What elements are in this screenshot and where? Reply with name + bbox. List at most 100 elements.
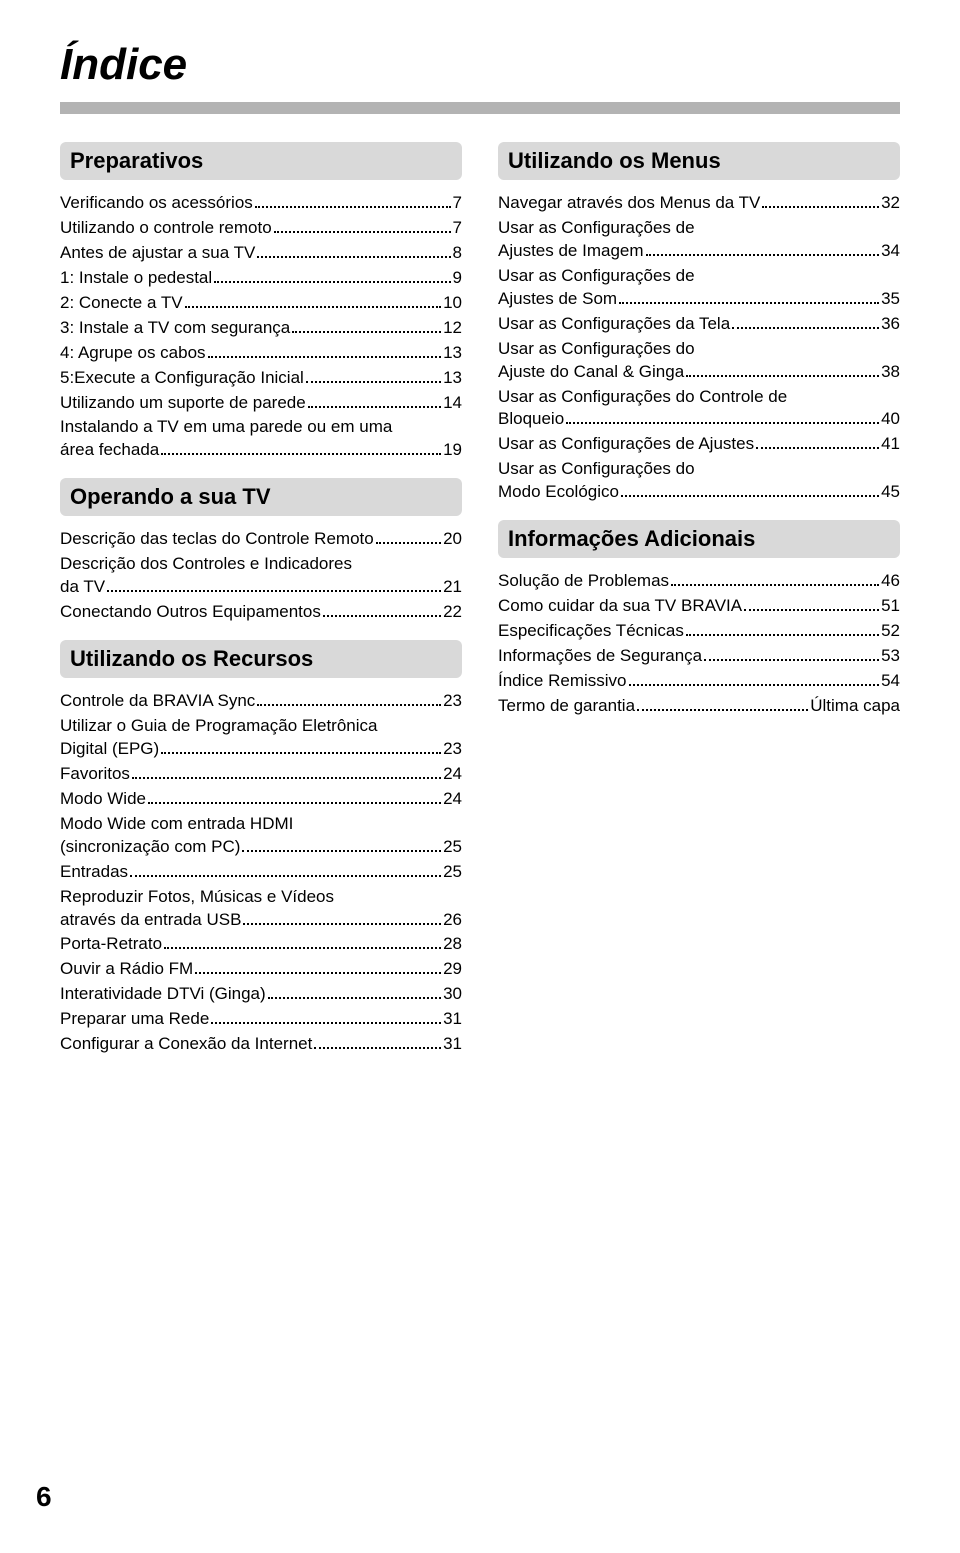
toc-entry: Configurar a Conexão da Internet31 [60,1033,462,1056]
toc-entry-page: 45 [881,481,900,504]
toc-entry: Usar as Configurações doModo Ecológico45 [498,458,900,504]
toc-entry-label: Conectando Outros Equipamentos [60,601,321,624]
toc-entry: Usar as Configurações deAjustes de Som35 [498,265,900,311]
toc-entry-page: 8 [453,242,462,265]
toc-entry-label: Como cuidar da sua TV BRAVIA [498,595,742,618]
toc-entry-label: Configurar a Conexão da Internet [60,1033,312,1056]
toc-entry-label: 5:Execute a Configuração Inicial [60,367,304,390]
toc-entry-page: 13 [443,342,462,365]
toc-entry: Índice Remissivo 54 [498,670,900,693]
toc-entry-page: 29 [443,958,462,981]
toc-dots [308,406,441,408]
toc-dots [566,422,879,424]
toc-dots [257,704,441,706]
toc-entry: Como cuidar da sua TV BRAVIA 51 [498,595,900,618]
toc-entry-page: 54 [881,670,900,693]
toc-entry-label-line: Instalando a TV em uma parede ou em uma [60,416,462,439]
toc-dots [195,972,441,974]
toc-dots [185,306,442,308]
toc-entry-label: da TV [60,576,105,599]
toc-entry-page: 36 [881,313,900,336]
toc-entry-page: 25 [443,861,462,884]
title-underline [60,102,900,114]
toc-entry-page: 23 [443,690,462,713]
toc-entry: Ouvir a Rádio FM29 [60,958,462,981]
toc-entry-label: Navegar através dos Menus da TV [498,192,760,215]
toc-section-heading: Utilizando os Recursos [60,640,462,678]
toc-dots [243,923,441,925]
toc-dots [242,850,441,852]
toc-entry: Usar as Configurações doAjuste do Canal … [498,338,900,384]
toc-dots [646,254,880,256]
toc-entry-lastline: Modo Ecológico45 [498,481,900,504]
toc-entry-page: 31 [443,1008,462,1031]
toc-entry-page: 28 [443,933,462,956]
toc-column-left: PreparativosVerificando os acessórios7Ut… [60,142,462,1058]
toc-entry-label: Antes de ajustar a sua TV [60,242,255,265]
toc-entry-page: 53 [881,645,900,668]
toc-dots [619,302,879,304]
toc-entry: Termo de garantiaÚltima capa [498,695,900,718]
toc-entry-page: 38 [881,361,900,384]
toc-entry: Favoritos 24 [60,763,462,786]
toc-entry-page: 13 [443,367,462,390]
toc-entry-label: Controle da BRAVIA Sync [60,690,255,713]
toc-entry: Utilizando um suporte de parede14 [60,392,462,415]
toc-entry-page: 12 [443,317,462,340]
toc-entry-page: 51 [881,595,900,618]
toc-entry-page: 26 [443,909,462,932]
toc-dots [132,777,441,779]
toc-column-right: Utilizando os MenusNavegar através dos M… [498,142,900,1058]
toc-entry: Usar as Configurações de Ajustes41 [498,433,900,456]
toc-entry-page: 10 [443,292,462,315]
toc-entry-label: Índice Remissivo [498,670,627,693]
toc-entry-label: Entradas [60,861,128,884]
toc-entry-label: Porta-Retrato [60,933,162,956]
toc-entry-label-line: Modo Wide com entrada HDMI [60,813,462,836]
toc-dots [211,1022,441,1024]
toc-entry-label: Bloqueio [498,408,564,431]
toc-entry-page: 34 [881,240,900,263]
toc-dots [164,947,441,949]
toc-dots [762,206,879,208]
toc-entry-label: Ajuste do Canal & Ginga [498,361,684,384]
toc-entry-lastline: (sincronização com PC)25 [60,836,462,859]
toc-entry-label: Ajustes de Imagem [498,240,644,263]
toc-entry: Preparar uma Rede31 [60,1008,462,1031]
toc-dots [257,256,450,258]
toc-entry-label: Solução de Problemas [498,570,669,593]
toc-entry-lastline: Digital (EPG)23 [60,738,462,761]
toc-dots [686,375,879,377]
toc-entry: Antes de ajustar a sua TV 8 [60,242,462,265]
toc-entry-page: 24 [443,763,462,786]
toc-dots [268,997,441,999]
toc-dots [274,231,451,233]
toc-dots [621,495,879,497]
toc-entry-page: 7 [453,192,462,215]
toc-entry: Navegar através dos Menus da TV32 [498,192,900,215]
toc-entry: 3: Instale a TV com segurança12 [60,317,462,340]
toc-dots [130,875,441,877]
toc-dots [637,709,808,711]
toc-entry-label-line: Usar as Configurações do Controle de [498,386,900,409]
toc-entry-label-line: Usar as Configurações do [498,458,900,481]
page-title: Índice [60,40,900,90]
toc-entry-label: Descrição das teclas do Controle Remoto [60,528,374,551]
toc-entry-label: Modo Wide [60,788,146,811]
toc-entry-label: 1: Instale o pedestal [60,267,212,290]
toc-entry-label: Verificando os acessórios [60,192,253,215]
toc-entry-page: Última capa [810,695,900,718]
toc-entry-label: Usar as Configurações da Tela [498,313,730,336]
toc-entry-page: 35 [881,288,900,311]
toc-entry: Porta-Retrato 28 [60,933,462,956]
toc-entry: Descrição dos Controles e Indicadoresda … [60,553,462,599]
toc-dots [376,542,441,544]
toc-entry-label: Favoritos [60,763,130,786]
toc-entry-page: 24 [443,788,462,811]
toc-entry-label: Digital (EPG) [60,738,159,761]
toc-section-heading: Informações Adicionais [498,520,900,558]
toc-entry-label-line: Usar as Configurações do [498,338,900,361]
toc-entry-label: Informações de Segurança [498,645,702,668]
toc-entry: Utilizando o controle remoto7 [60,217,462,240]
toc-entry: Solução de Problemas46 [498,570,900,593]
